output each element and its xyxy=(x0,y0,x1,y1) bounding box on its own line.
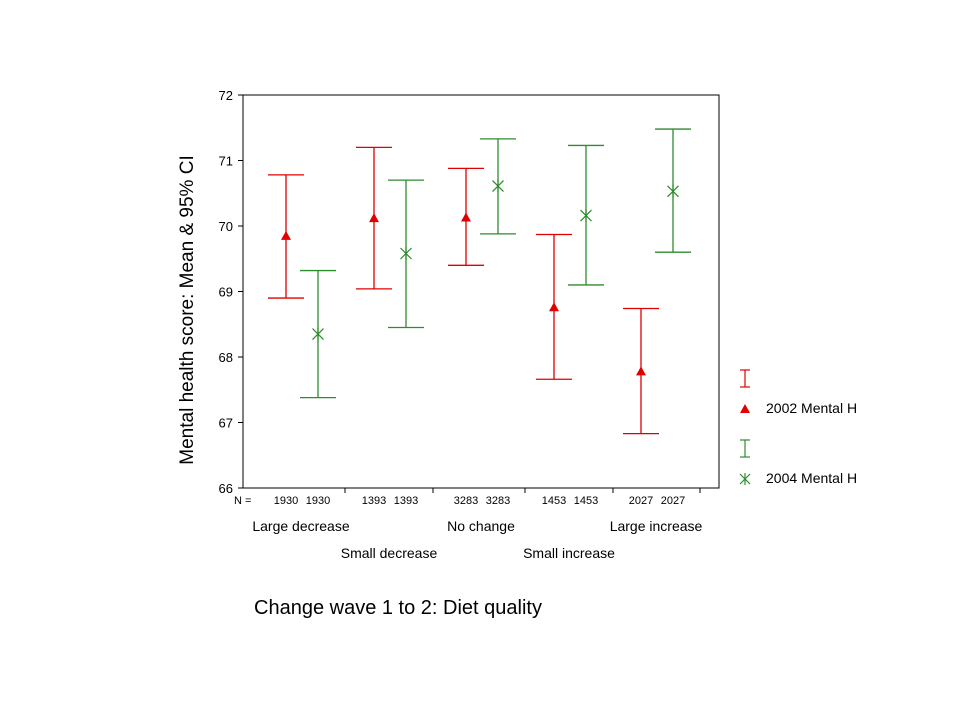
mean-marker-asterisk xyxy=(580,209,592,223)
n-value: 1453 xyxy=(542,495,566,507)
n-value: 2027 xyxy=(629,495,653,507)
mean-marker-triangle xyxy=(636,366,646,376)
n-value: 3283 xyxy=(454,495,478,507)
x-axis-label: Change wave 1 to 2: Diet quality xyxy=(254,597,542,619)
n-value: 3283 xyxy=(486,495,510,507)
legend: 2002 Mental H 2004 Mental H xyxy=(739,369,857,486)
y-tick-label: 72 xyxy=(219,88,233,103)
error-bar-2002 xyxy=(448,167,484,266)
x-category-label: Large increase xyxy=(610,518,703,534)
mean-marker-asterisk xyxy=(492,179,504,193)
n-value: 1393 xyxy=(362,495,386,507)
y-tick-label: 68 xyxy=(219,350,233,365)
n-value: 1930 xyxy=(306,495,330,507)
legend-label: 2002 Mental H xyxy=(766,400,857,416)
plot-frame xyxy=(242,94,720,489)
y-axis-label: Mental health score: Mean & 95% CI xyxy=(177,155,198,464)
y-tick-label: 69 xyxy=(219,285,233,300)
error-bar-2002 xyxy=(536,233,572,380)
x-category-label: Large decrease xyxy=(252,518,350,534)
error-bar-2002 xyxy=(356,146,392,290)
n-value: 1930 xyxy=(274,495,298,507)
n-value: 1453 xyxy=(574,495,598,507)
x-category-label: Small increase xyxy=(523,545,615,561)
legend-asterisk-marker xyxy=(739,473,751,485)
error-bar-2004 xyxy=(655,128,691,253)
mean-marker-triangle xyxy=(461,212,471,222)
error-bar-2004 xyxy=(300,269,336,399)
n-value: 1393 xyxy=(394,495,418,507)
chart-marks xyxy=(268,128,691,435)
n-value: 2027 xyxy=(661,495,685,507)
error-bar-2004 xyxy=(388,179,424,329)
x-category-label: Small decrease xyxy=(341,545,438,561)
legend-triangle-marker xyxy=(740,404,750,413)
y-axis: 66 67 68 69 70 71 72 xyxy=(219,88,243,496)
x-category-label: No change xyxy=(447,518,515,534)
legend-label: 2004 Mental H xyxy=(766,470,857,486)
x-category-labels: Large decrease Small decrease No change Sma… xyxy=(252,518,702,561)
error-bar-2004 xyxy=(480,138,516,235)
y-tick-label: 71 xyxy=(219,154,233,169)
y-tick-label: 67 xyxy=(219,416,233,431)
error-bar-2004 xyxy=(568,144,604,286)
error-bar-2002 xyxy=(623,307,659,435)
y-tick-label: 70 xyxy=(219,219,233,234)
n-label: N = xyxy=(234,495,251,507)
mean-marker-asterisk xyxy=(312,327,324,341)
mean-marker-triangle xyxy=(369,213,379,223)
mean-marker-asterisk xyxy=(400,247,412,261)
y-tick-label: 66 xyxy=(219,481,233,496)
legend-entry: 2002 Mental H xyxy=(740,369,857,416)
error-bar-2002 xyxy=(268,174,304,299)
sample-size-row: N = 1930 1930 1393 1393 3283 3283 1453 1453 2027 2… xyxy=(234,488,701,507)
mean-marker-triangle xyxy=(281,230,291,240)
mean-marker-asterisk xyxy=(667,184,679,198)
mean-marker-triangle xyxy=(549,302,559,312)
legend-entry: 2004 Mental H xyxy=(739,439,857,486)
